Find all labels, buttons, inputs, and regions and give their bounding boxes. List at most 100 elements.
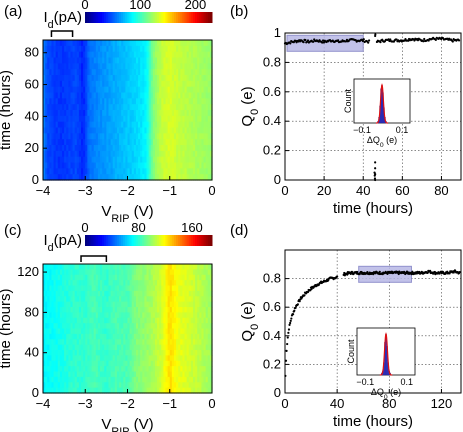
heatmap-cell <box>119 264 122 270</box>
heatmap-cell <box>89 98 93 105</box>
heatmap-cell <box>55 92 59 99</box>
heatmap-cell <box>59 110 63 117</box>
heatmap-cell <box>159 75 162 82</box>
heatmap-cell <box>150 145 154 152</box>
heatmap-cell <box>70 280 74 287</box>
heatmap-cell <box>70 121 74 129</box>
heatmap-cell <box>138 339 141 346</box>
colorbar-segment <box>173 235 177 246</box>
heatmap-cell <box>190 339 194 346</box>
heatmap-cell <box>95 127 99 134</box>
heatmap-cell <box>205 57 209 64</box>
heatmap-cell <box>169 127 173 134</box>
heatmap-cell <box>121 344 124 351</box>
heatmap-cell <box>131 45 135 53</box>
heatmap-cell <box>203 382 207 389</box>
heatmap-cell <box>81 323 84 330</box>
heatmap-cell <box>97 344 101 351</box>
heatmap-cell <box>205 264 209 270</box>
heatmap-cell <box>197 382 200 389</box>
heatmap-cell <box>184 40 188 47</box>
heatmap-cell <box>53 57 57 64</box>
heatmap-cell <box>123 98 126 105</box>
heatmap-cell <box>140 307 143 313</box>
heatmap-cell <box>157 323 160 330</box>
heatmap-cell <box>91 355 95 362</box>
heatmap-cell <box>201 51 205 59</box>
heatmap-cell <box>171 382 175 389</box>
heatmap-cell <box>59 290 63 297</box>
heatmap-cell <box>119 162 122 169</box>
heatmap-cell <box>70 75 74 82</box>
heatmap-cell <box>195 328 198 335</box>
heatmap-cell <box>81 328 84 335</box>
heatmap-cell <box>142 40 145 47</box>
heatmap-cell <box>66 40 69 47</box>
colorbar-segment <box>97 12 101 23</box>
heatmap-cell <box>49 40 53 47</box>
heatmap-cell <box>125 51 129 59</box>
heatmap-cell <box>146 139 150 146</box>
heatmap-cell <box>64 121 67 129</box>
colorbar-segment <box>129 12 133 23</box>
heatmap-cell <box>91 121 95 129</box>
heatmap-cell <box>108 69 112 76</box>
heatmap-cell <box>207 296 211 303</box>
heatmap-cell <box>43 51 46 59</box>
heatmap-cell <box>133 339 137 346</box>
heatmap-cell <box>129 86 133 94</box>
heatmap-cell <box>74 301 78 308</box>
y-tick-label: 0.4 <box>263 328 281 343</box>
heatmap-cell <box>78 174 82 181</box>
y-axis-title: time (hours) <box>0 70 14 150</box>
heatmap-cell <box>100 307 103 313</box>
heatmap-cell <box>195 80 198 88</box>
heatmap-cell <box>57 104 61 111</box>
heatmap-cell <box>97 150 101 158</box>
data-point <box>434 38 437 41</box>
heatmap-cell <box>127 110 131 117</box>
heatmap-cell <box>97 40 101 47</box>
heatmap-cell <box>154 162 158 169</box>
heatmap-cell <box>74 69 78 76</box>
heatmap-cell <box>169 150 173 158</box>
heatmap-cell <box>47 339 50 346</box>
heatmap-cell <box>45 328 48 335</box>
heatmap-cell <box>114 150 118 158</box>
heatmap-cell <box>131 328 135 335</box>
heatmap-cell <box>176 360 179 367</box>
heatmap-cell <box>199 80 203 88</box>
heatmap-cell <box>148 344 152 351</box>
heatmap-cell <box>192 301 196 308</box>
colorbar-segment <box>85 235 88 246</box>
heatmap-cell <box>123 110 126 117</box>
heatmap-cell <box>178 296 181 303</box>
heatmap-cell <box>125 344 129 351</box>
heatmap-cell <box>64 301 67 308</box>
heatmap-cell <box>72 92 76 99</box>
heatmap-cell <box>171 323 175 330</box>
heatmap-cell <box>59 174 63 181</box>
heatmap-cell <box>91 40 95 47</box>
heatmap-cell <box>68 350 72 356</box>
heatmap-cell <box>133 121 137 129</box>
heatmap-cell <box>207 133 211 140</box>
heatmap-cell <box>176 274 179 281</box>
heatmap-cell <box>131 150 135 158</box>
heatmap-cell <box>116 280 120 287</box>
heatmap-cell <box>190 156 194 164</box>
heatmap-cell <box>135 366 139 373</box>
heatmap-cell <box>85 104 88 111</box>
heatmap-cell <box>152 323 156 330</box>
heatmap-cell <box>173 69 177 76</box>
heatmap-cell <box>72 264 76 270</box>
heatmap-cell <box>133 264 137 270</box>
heatmap-cell <box>64 264 67 270</box>
heatmap-cell <box>188 145 192 152</box>
heatmap-cell <box>59 269 63 276</box>
heatmap-cell <box>180 371 184 378</box>
panel-label: (b) <box>230 3 248 20</box>
heatmap-cell <box>93 63 97 70</box>
heatmap-cell <box>100 360 103 367</box>
